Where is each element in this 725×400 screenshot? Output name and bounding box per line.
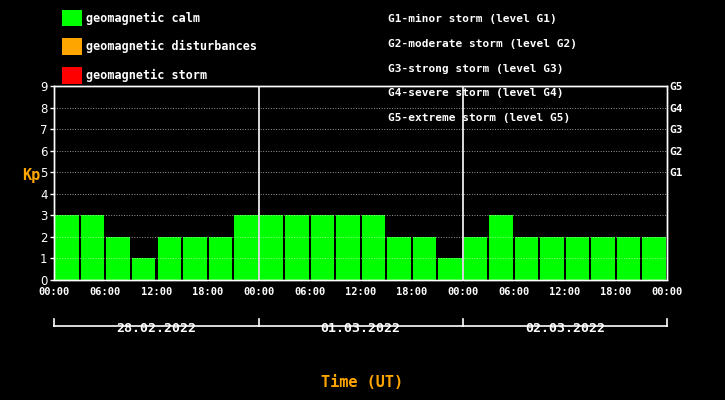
Bar	[617, 237, 640, 280]
Bar	[209, 237, 232, 280]
Text: G2-moderate storm (level G2): G2-moderate storm (level G2)	[388, 39, 577, 49]
Text: 02.03.2022: 02.03.2022	[525, 322, 605, 335]
Bar	[183, 237, 207, 280]
Bar	[464, 237, 487, 280]
Bar	[642, 237, 666, 280]
Bar	[362, 215, 385, 280]
Y-axis label: Kp: Kp	[22, 168, 40, 183]
Bar	[81, 215, 104, 280]
Text: Time (UT): Time (UT)	[321, 375, 404, 390]
Bar	[132, 258, 155, 280]
Bar	[336, 215, 360, 280]
Bar	[157, 237, 181, 280]
Text: G5-extreme storm (level G5): G5-extreme storm (level G5)	[388, 113, 570, 123]
Bar	[413, 237, 436, 280]
Bar	[310, 215, 334, 280]
Text: 28.02.2022: 28.02.2022	[117, 322, 196, 335]
Bar	[234, 215, 257, 280]
Bar	[515, 237, 539, 280]
Bar	[55, 215, 79, 280]
Text: 01.03.2022: 01.03.2022	[320, 322, 401, 335]
Bar	[439, 258, 462, 280]
Text: G1-minor storm (level G1): G1-minor storm (level G1)	[388, 14, 557, 24]
Text: G4-severe storm (level G4): G4-severe storm (level G4)	[388, 88, 563, 98]
Bar	[107, 237, 130, 280]
Text: G3-strong storm (level G3): G3-strong storm (level G3)	[388, 64, 563, 74]
Text: geomagnetic calm: geomagnetic calm	[86, 12, 199, 24]
Bar	[387, 237, 411, 280]
Text: geomagnetic storm: geomagnetic storm	[86, 69, 207, 82]
Bar	[592, 237, 615, 280]
Bar	[566, 237, 589, 280]
Bar	[285, 215, 309, 280]
Bar	[540, 237, 564, 280]
Bar	[260, 215, 283, 280]
Bar	[489, 215, 513, 280]
Text: geomagnetic disturbances: geomagnetic disturbances	[86, 40, 257, 53]
